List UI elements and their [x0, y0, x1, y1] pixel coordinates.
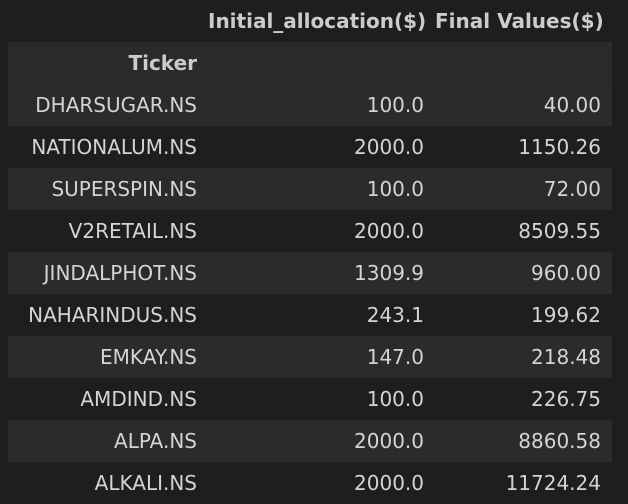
- row-index-ticker: EMKAY.NS: [100, 345, 197, 369]
- column-header-initial-allocation: Initial_allocation($): [208, 9, 427, 33]
- table-row: V2RETAIL.NS 2000.0 8509.55: [8, 210, 612, 252]
- cell-final-value: 8509.55: [518, 219, 601, 243]
- cell-final-value: 1150.26: [518, 135, 601, 159]
- cell-initial-allocation: 2000.0: [354, 135, 424, 159]
- cell-final-value: 11724.24: [505, 471, 601, 495]
- table-row: AMDIND.NS 100.0 226.75: [8, 378, 612, 420]
- table-row: ALPA.NS 2000.0 8860.58: [8, 420, 612, 462]
- cell-initial-allocation: 100.0: [366, 177, 424, 201]
- index-corner-cell: [8, 0, 208, 42]
- cell-initial-allocation: 100.0: [366, 387, 424, 411]
- table-row: NAHARINDUS.NS 243.1 199.62: [8, 294, 612, 336]
- cell-final-value: 72.00: [543, 177, 601, 201]
- row-index-ticker: ALPA.NS: [114, 429, 197, 453]
- cell-initial-allocation: 1309.9: [354, 261, 424, 285]
- table-row: SUPERSPIN.NS 100.0 72.00: [8, 168, 612, 210]
- dataframe-output: Initial_allocation($) Final Values($) Ti…: [8, 0, 612, 504]
- table-row: NATIONALUM.NS 2000.0 1150.26: [8, 126, 612, 168]
- row-index-ticker: SUPERSPIN.NS: [51, 177, 197, 201]
- cell-final-value: 8860.58: [518, 429, 601, 453]
- column-header-row: Initial_allocation($) Final Values($): [8, 0, 612, 42]
- table-row: DHARSUGAR.NS 100.0 40.00: [8, 84, 612, 126]
- table-body: DHARSUGAR.NS 100.0 40.00 NATIONALUM.NS 2…: [8, 84, 612, 504]
- index-name-label: Ticker: [128, 51, 197, 75]
- cell-final-value: 960.00: [531, 261, 601, 285]
- table-row: EMKAY.NS 147.0 218.48: [8, 336, 612, 378]
- cell-initial-allocation: 243.1: [366, 303, 424, 327]
- dataframe-table: Initial_allocation($) Final Values($) Ti…: [8, 0, 612, 504]
- table-row: ALKALI.NS 2000.0 11724.24: [8, 462, 612, 504]
- cell-initial-allocation: 100.0: [366, 93, 424, 117]
- table-row: JINDALPHOT.NS 1309.9 960.00: [8, 252, 612, 294]
- cell-initial-allocation: 2000.0: [354, 219, 424, 243]
- row-index-ticker: NATIONALUM.NS: [31, 135, 197, 159]
- table-header: Initial_allocation($) Final Values($) Ti…: [8, 0, 612, 84]
- cell-initial-allocation: 2000.0: [354, 429, 424, 453]
- row-index-ticker: V2RETAIL.NS: [68, 219, 197, 243]
- row-index-ticker: AMDIND.NS: [80, 387, 197, 411]
- cell-initial-allocation: 2000.0: [354, 471, 424, 495]
- row-index-ticker: JINDALPHOT.NS: [43, 261, 197, 285]
- index-name-empty-cell: [435, 42, 612, 84]
- cell-final-value: 226.75: [531, 387, 601, 411]
- cell-final-value: 40.00: [543, 93, 601, 117]
- cell-initial-allocation: 147.0: [366, 345, 424, 369]
- row-index-ticker: ALKALI.NS: [94, 471, 197, 495]
- cell-final-value: 218.48: [531, 345, 601, 369]
- cell-final-value: 199.62: [531, 303, 601, 327]
- column-header-final-values: Final Values($): [435, 9, 604, 33]
- index-name-empty-cell: [208, 42, 435, 84]
- row-index-ticker: NAHARINDUS.NS: [28, 303, 197, 327]
- index-name-row: Ticker: [8, 42, 612, 84]
- row-index-ticker: DHARSUGAR.NS: [35, 93, 197, 117]
